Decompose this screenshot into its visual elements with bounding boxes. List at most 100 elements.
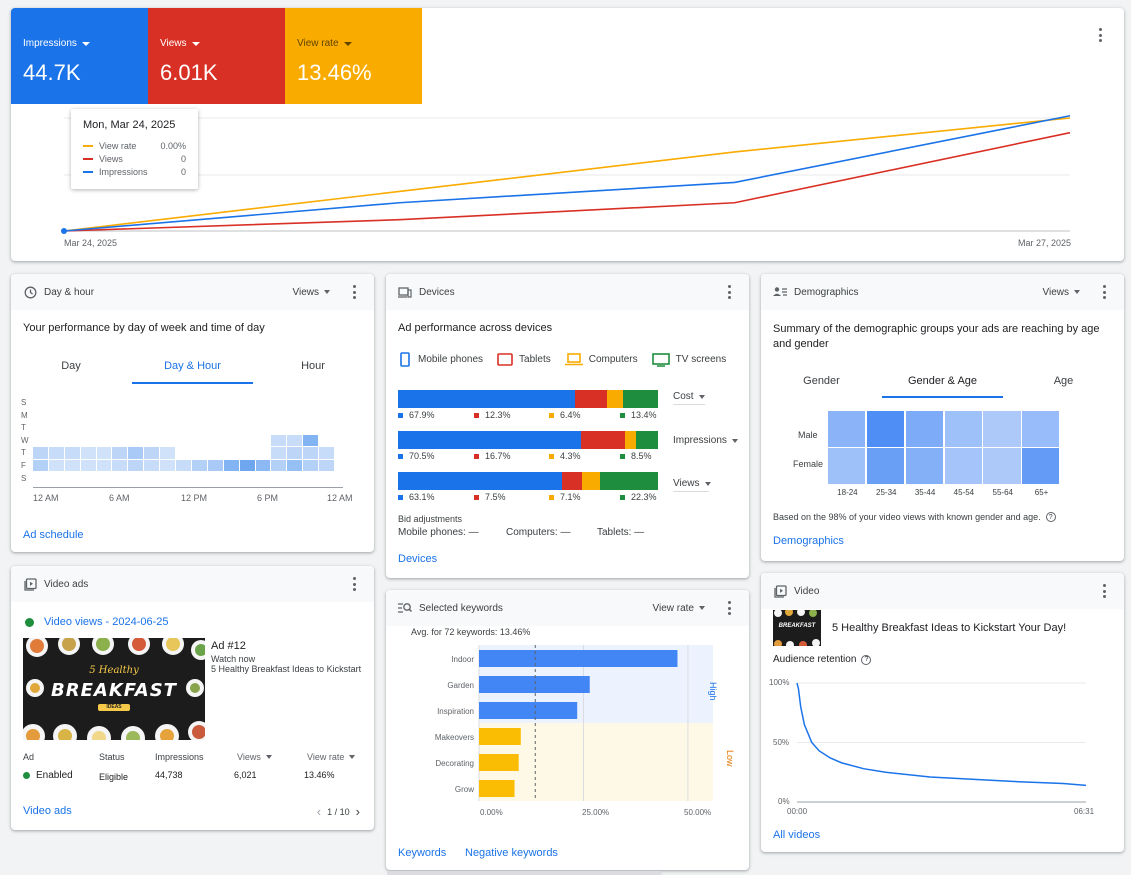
devices-link[interactable]: Devices [398, 553, 438, 565]
negative-keywords-link[interactable]: Negative keywords [465, 847, 558, 859]
demographic-cell[interactable] [1022, 448, 1060, 484]
demographic-cell[interactable] [1022, 411, 1060, 447]
video-thumbnail[interactable]: 5 Healthy BREAKFAST IDEAS [23, 638, 205, 740]
tab-hour[interactable]: Hour [301, 360, 325, 372]
video-ads-link[interactable]: Video ads [23, 805, 72, 817]
video-title[interactable]: 5 Healthy Breakfast Ideas to Kickstart Y… [832, 622, 1067, 634]
chevron-right-icon[interactable]: › [355, 804, 360, 819]
heatmap-cell[interactable] [112, 447, 128, 459]
heatmap-cell[interactable] [271, 434, 287, 446]
heatmap-cell[interactable] [287, 434, 303, 446]
heatmap-cell[interactable] [303, 447, 319, 459]
keyword-bar[interactable] [479, 650, 678, 667]
demographic-cell[interactable] [905, 411, 943, 447]
heatmap-cell[interactable] [144, 459, 160, 471]
metric-dropdown[interactable]: View rate [652, 603, 705, 614]
heatmap-cell[interactable] [64, 459, 80, 471]
more-options-icon[interactable] [346, 283, 362, 301]
campaign-link[interactable]: Video views - 2024-06-25 [44, 616, 169, 628]
heatmap-cell[interactable] [64, 447, 80, 459]
heatmap-cell[interactable] [80, 459, 96, 471]
demographic-cell[interactable] [905, 448, 943, 484]
ad-schedule-link[interactable]: Ad schedule [23, 529, 84, 541]
heatmap-cell[interactable] [207, 459, 223, 471]
demographic-cell[interactable] [866, 411, 905, 447]
bar-segment[interactable] [581, 472, 600, 490]
demographic-cell[interactable] [944, 448, 982, 484]
heatmap-cell[interactable] [319, 459, 335, 471]
metric-tile-impressions[interactable]: Impressions 44.7K [11, 8, 148, 104]
metric-tile-view-rate[interactable]: View rate 13.46% [285, 8, 422, 104]
bar-segment[interactable] [606, 390, 624, 408]
metric-dropdown[interactable]: Views [293, 287, 331, 298]
campaign-status[interactable]: Video views - 2024-06-25 [25, 616, 169, 628]
heatmap-cell[interactable] [48, 459, 64, 471]
watch-now[interactable]: Watch now [211, 654, 256, 664]
bar-segment[interactable] [574, 390, 607, 408]
demographic-cell[interactable] [983, 411, 1021, 447]
col-header-views[interactable]: Views [237, 752, 272, 762]
scroll-indicator[interactable] [387, 871, 662, 875]
heatmap-cell[interactable] [33, 447, 48, 459]
keyword-bar[interactable] [479, 702, 578, 719]
bar-segment[interactable] [624, 431, 636, 449]
heatmap-cell[interactable] [239, 459, 255, 471]
heatmap-cell[interactable] [319, 447, 335, 459]
keyword-bar[interactable] [479, 728, 521, 745]
heatmap-cell[interactable] [191, 459, 207, 471]
more-options-icon[interactable] [721, 599, 737, 617]
heatmap-cell[interactable] [96, 447, 112, 459]
heatmap-cell[interactable] [144, 447, 160, 459]
demographic-cell[interactable] [983, 448, 1021, 484]
more-options-icon[interactable] [1092, 26, 1108, 44]
tab-gender[interactable]: Gender [803, 375, 840, 387]
heatmap-cell[interactable] [271, 459, 287, 471]
bar-segment[interactable] [600, 472, 658, 490]
demographics-link[interactable]: Demographics [773, 535, 844, 547]
ad-enabled-status[interactable]: Enabled [23, 770, 73, 781]
heatmap-cell[interactable] [128, 447, 144, 459]
keywords-link[interactable]: Keywords [398, 847, 447, 859]
more-options-icon[interactable] [346, 575, 362, 593]
heatmap-cell[interactable] [287, 447, 303, 459]
heatmap-cell[interactable] [128, 459, 144, 471]
heatmap-cell[interactable] [223, 459, 239, 471]
demographic-cell[interactable] [866, 448, 905, 484]
chevron-left-icon[interactable]: ‹ [316, 804, 322, 819]
heatmap-cell[interactable] [96, 459, 112, 471]
keyword-bar[interactable] [479, 754, 519, 771]
metric-dropdown-cost[interactable]: Cost [673, 391, 705, 405]
heatmap-cell[interactable] [160, 459, 176, 471]
heatmap-cell[interactable] [80, 447, 96, 459]
tab-day[interactable]: Day [61, 360, 81, 372]
heatmap-cell[interactable] [303, 434, 319, 446]
bar-segment[interactable] [623, 390, 658, 408]
heatmap-cell[interactable] [271, 447, 287, 459]
heatmap-cell[interactable] [112, 459, 128, 471]
more-options-icon[interactable] [721, 283, 737, 301]
metric-dropdown-impressions[interactable]: Impressions [673, 435, 738, 446]
metric-dropdown[interactable]: Views [1043, 287, 1081, 298]
col-header-view-rate[interactable]: View rate [307, 752, 355, 762]
bar-segment[interactable] [635, 431, 658, 449]
tab-age[interactable]: Age [1053, 375, 1074, 387]
heatmap-cell[interactable] [48, 447, 64, 459]
demographic-cell[interactable] [944, 411, 982, 447]
video-thumbnail-small[interactable]: BREAKFAST [773, 610, 821, 646]
all-videos-link[interactable]: All videos [773, 829, 821, 841]
keyword-bar[interactable] [479, 780, 515, 797]
bar-segment[interactable] [581, 431, 625, 449]
bar-segment[interactable] [562, 472, 582, 490]
heatmap-cell[interactable] [176, 459, 191, 471]
heatmap-cell[interactable] [287, 459, 303, 471]
metric-tile-views[interactable]: Views 6.01K [148, 8, 285, 104]
demographic-cell[interactable] [828, 448, 866, 484]
tab-day-hour[interactable]: Day & Hour [164, 360, 221, 372]
bar-segment[interactable] [398, 390, 575, 408]
bar-segment[interactable] [398, 431, 582, 449]
keyword-bar[interactable] [479, 676, 590, 693]
heatmap-cell[interactable] [255, 459, 271, 471]
heatmap-cell[interactable] [160, 447, 176, 459]
metric-dropdown-views[interactable]: Views [673, 478, 709, 492]
tab-gender-age[interactable]: Gender & Age [907, 375, 978, 387]
